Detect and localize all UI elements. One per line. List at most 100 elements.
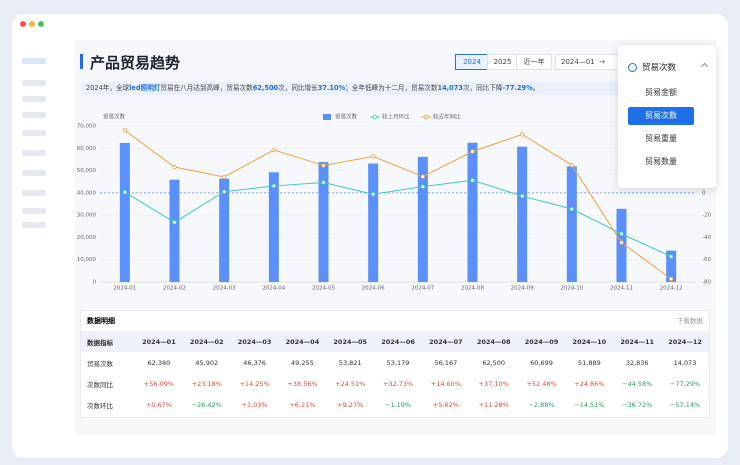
line <box>124 129 672 280</box>
table-cell: 数据指标 <box>81 331 135 352</box>
x-tick-label: 2024-08 <box>461 286 484 292</box>
table-cell: +32.73% <box>382 379 414 388</box>
table-cell: 32,836 <box>625 358 649 367</box>
dot <box>38 21 44 27</box>
y-axis-label: 贸易次数 <box>103 113 126 121</box>
table-cell: 62,380 <box>147 358 171 367</box>
table-cell: −2.88% <box>528 400 555 409</box>
legend-swatch <box>423 114 429 120</box>
table-cell: 次数同比 <box>87 380 113 389</box>
dot <box>20 21 26 27</box>
table-cell: 2024—08 <box>469 331 518 352</box>
filter-button[interactable]: 2025 <box>487 54 518 70</box>
bar <box>517 146 528 282</box>
table-cell: −57.14% <box>669 400 701 409</box>
table-cell: −44.58% <box>622 379 653 388</box>
y-tick-label: 70,000 <box>77 124 97 130</box>
point <box>321 163 326 168</box>
bar <box>417 156 428 282</box>
summary-text: 次，同比下降 <box>462 84 503 92</box>
title: 产品贸易趋势 <box>90 54 181 72</box>
legend-swatch <box>372 114 378 120</box>
table-cell: −36.72% <box>622 400 653 409</box>
summary-text: -77.29% <box>502 84 533 92</box>
x-tick-label: 2024-04 <box>262 286 285 292</box>
table-cell: +6.21% <box>289 400 316 409</box>
x-tick-label: 2024-05 <box>312 286 335 292</box>
table: 数据指标 2024—01 2024—02 2024—03 2024—04 2024—05 2… <box>81 331 709 415</box>
sidebar-item <box>22 112 46 118</box>
sidebar-item <box>22 130 46 136</box>
table-cell: +24.86% <box>574 379 605 388</box>
y-tick-label: 60,000 <box>77 146 97 152</box>
bar <box>169 179 180 282</box>
table-cell: 次数环比 <box>87 401 113 410</box>
dropdown-option[interactable]: 贸易数量 <box>645 157 677 166</box>
legend-label: 贸易次数 <box>335 113 358 121</box>
table-cell: 贸易次数 <box>87 359 113 368</box>
point <box>122 189 128 195</box>
dropdown-option[interactable]: 贸易金额 <box>645 88 677 97</box>
bar <box>467 142 478 282</box>
info-icon <box>628 63 637 72</box>
summary-text: led照明灯 <box>129 84 161 92</box>
table-cell: 2024—04 <box>278 331 327 352</box>
legend-label: 较上月环比 <box>382 113 410 121</box>
x-tick-label: 2024-11 <box>610 286 633 292</box>
table-row: 次数环比 +0.67% −26.42% +1.03% +6.21% +9.27% −1.19… <box>81 394 709 415</box>
table-cell: 2024—01 <box>135 331 183 352</box>
table-title: 数据明细 <box>87 317 115 325</box>
y2-tick-label: -40 <box>702 235 711 241</box>
summary-text: 37.10% <box>317 84 346 92</box>
dropdown-option[interactable]: 贸易重量 <box>645 134 677 143</box>
summary-text: 62,500 <box>252 84 279 92</box>
y2-tick-label: -80 <box>702 280 711 286</box>
summary-text: ；全年低峰为十二月，贸易次数 <box>345 84 438 92</box>
dropdown-label[interactable]: 贸易次数 <box>642 63 677 73</box>
y-tick-label: 20,000 <box>77 235 97 241</box>
x-tick-label: 2024-10 <box>560 286 583 292</box>
table-cell: 53,179 <box>386 358 410 367</box>
x-tick-label: 2024-03 <box>213 286 236 292</box>
table-cell: 2024—10 <box>565 331 614 352</box>
point <box>619 231 624 236</box>
table-cell: 56,167 <box>434 358 458 367</box>
table-cell: 2024—07 <box>421 331 470 352</box>
summary: 2024年，全球led照明灯贸易在八月达到高峰，贸易次数62,500次，同比增长… <box>82 82 712 95</box>
y2-tick-label: -60 <box>702 257 711 263</box>
x-tick-label: 2024-01 <box>113 286 136 292</box>
table-cell: +23.18% <box>191 379 222 388</box>
table-cell: +52.48% <box>526 379 557 388</box>
table-row: 贸易次数 62,380 45,902 46,376 49,255 53,821 53,179… <box>81 352 709 373</box>
table-cell: −1.19% <box>385 400 412 409</box>
bar <box>666 250 677 282</box>
sidebar-item <box>22 208 46 214</box>
table-cell: +14.60% <box>430 379 461 388</box>
bar <box>616 208 627 282</box>
point <box>420 174 426 179</box>
point <box>221 189 227 194</box>
bar <box>318 162 329 282</box>
summary-text: 。 <box>532 84 540 92</box>
bar <box>268 172 279 282</box>
point <box>470 149 475 154</box>
y2-tick-label: 0 <box>702 190 706 196</box>
download-button[interactable]: 下载数据 <box>677 317 703 325</box>
dropdown-option[interactable]: 贸易次数 <box>628 107 694 125</box>
table-cell: 53,821 <box>338 358 362 367</box>
y2-tick-label: -20 <box>702 213 711 219</box>
point <box>519 132 525 137</box>
table-row: 数据指标 2024—01 2024—02 2024—03 2024—04 2024—05 2… <box>81 331 709 352</box>
filter-button[interactable]: 2024 <box>455 54 489 70</box>
point <box>370 154 376 159</box>
table-cell: +56.09% <box>143 379 175 388</box>
point <box>370 191 376 197</box>
sidebar-item <box>22 190 46 196</box>
table-cell: +14.25% <box>239 379 270 388</box>
summary-text: 次，同比增长 <box>278 84 318 92</box>
filter-button[interactable]: 近一年 <box>516 54 552 70</box>
table-cell: −26.42% <box>191 400 222 409</box>
table-cell: 60,699 <box>530 358 553 367</box>
table-cell: +24.51% <box>335 379 366 388</box>
